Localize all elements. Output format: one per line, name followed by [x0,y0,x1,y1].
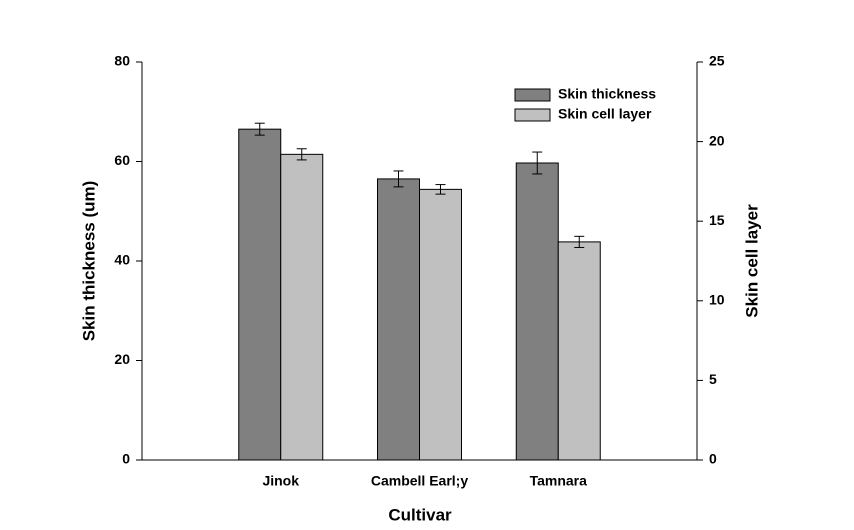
y2-tick-label: 20 [709,132,725,148]
legend-label: Skin thickness [558,86,656,102]
y-tick-label: 20 [114,351,130,367]
bar [238,128,282,461]
y2-axis-title: Skin cell layer [742,204,761,318]
y-tick-label: 40 [114,252,130,268]
y2-tick-label: 25 [709,53,725,69]
y-tick-label: 80 [114,53,130,69]
y2-tick-label: 5 [709,371,717,387]
error-bar [254,122,265,136]
x-tick-label: Tamnara [530,473,588,489]
x-axis-title: Cultivar [388,505,452,524]
error-bar [532,151,543,175]
y-tick-label: 60 [114,152,130,168]
legend-label: Skin cell layer [558,106,652,122]
legend-swatch [514,108,551,122]
y-tick-label: 0 [122,451,130,467]
x-tick-label: Cambell Earl;y [371,473,468,489]
y2-tick-label: 15 [709,212,725,228]
error-bar [574,235,585,248]
y2-tick-label: 0 [709,451,717,467]
error-bar [296,148,307,161]
error-bar [393,170,404,188]
y-axis-title: Skin thickness (um) [79,181,98,342]
bar [557,241,601,461]
x-tick-label: Jinok [262,473,299,489]
error-bar [435,184,446,195]
bar [419,188,462,461]
y2-tick-label: 10 [709,292,725,308]
bar [280,153,324,461]
bar [377,178,420,461]
bar [515,162,559,461]
legend-swatch [514,88,551,102]
